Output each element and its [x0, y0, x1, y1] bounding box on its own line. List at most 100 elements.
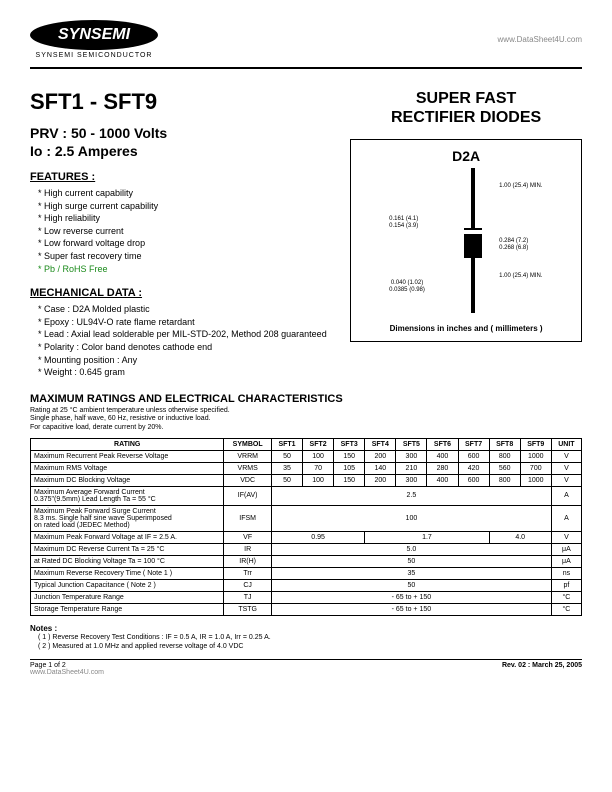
rating-unit: V — [551, 462, 581, 474]
rating-value: 140 — [365, 462, 396, 474]
rating-value: 1000 — [520, 474, 551, 486]
rating-unit: °C — [551, 603, 581, 615]
ratings-row: Maximum RMS VoltageVRMS35701051402102804… — [31, 462, 582, 474]
rating-label: Maximum DC Reverse Current Ta = 25 °C — [31, 543, 224, 555]
rating-value: 5.0 — [271, 543, 551, 555]
ratings-column-header: SYMBOL — [224, 438, 272, 450]
rating-value: 2.5 — [271, 486, 551, 505]
rating-value: 400 — [427, 450, 458, 462]
package-label: D2A — [359, 148, 573, 164]
ratings-column-header: SFT7 — [458, 438, 489, 450]
feature-item: Low forward voltage drop — [38, 237, 334, 250]
package-box: D2A 1.00 (25.4) MIN. 0.161 (4.1) 0.154 (… — [350, 139, 582, 342]
rating-value: 35 — [271, 567, 551, 579]
rating-symbol: TJ — [224, 591, 272, 603]
rating-value: 50 — [271, 474, 302, 486]
notes-heading: Notes : — [30, 624, 582, 633]
ratings-row: Maximum Average Forward Current 0.375"(9… — [31, 486, 582, 505]
rating-value: 100 — [303, 474, 334, 486]
rating-value: 800 — [489, 474, 520, 486]
rating-symbol: IR — [224, 543, 272, 555]
rating-value: 400 — [427, 474, 458, 486]
rating-value: 50 — [271, 579, 551, 591]
product-type-title: SUPER FAST RECTIFIER DIODES — [350, 89, 582, 127]
note-item: ( 2 ) Measured at 1.0 MHz and applied re… — [38, 642, 582, 651]
ratings-column-header: SFT5 — [396, 438, 427, 450]
rating-value: 35 — [271, 462, 302, 474]
rating-value: 420 — [458, 462, 489, 474]
ratings-column-header: SFT4 — [365, 438, 396, 450]
ratings-row: Typical Junction Capacitance ( Note 2 )C… — [31, 579, 582, 591]
note-item: ( 1 ) Reverse Recovery Test Conditions :… — [38, 633, 582, 642]
footer: Page 1 of 2 www.DataSheet4U.com Rev. 02 … — [30, 659, 582, 676]
rating-unit: pf — [551, 579, 581, 591]
header: SYNSEMI SYNSEMI SEMICONDUCTOR www.DataSh… — [30, 20, 582, 69]
ratings-column-header: SFT3 — [334, 438, 365, 450]
mechanical-item: Polarity : Color band denotes cathode en… — [38, 341, 334, 354]
rating-value: 0.95 — [271, 531, 364, 543]
ratings-heading: MAXIMUM RATINGS AND ELECTRICAL CHARACTER… — [30, 393, 582, 405]
rating-label: Maximum Recurrent Peak Reverse Voltage — [31, 450, 224, 462]
ratings-column-header: SFT2 — [303, 438, 334, 450]
ratings-column-header: RATING — [31, 438, 224, 450]
ratings-column-header: SFT8 — [489, 438, 520, 450]
dim-body-dia: 0.161 (4.1) 0.154 (3.9) — [389, 216, 418, 229]
ratings-sub3: For capacitive load, derate current by 2… — [30, 424, 163, 431]
logo-subtitle: SYNSEMI SEMICONDUCTOR — [30, 52, 158, 59]
rating-unit: μA — [551, 543, 581, 555]
ratings-subtext: Rating at 25 °C ambient temperature unle… — [30, 407, 582, 432]
ratings-row: Maximum DC Blocking VoltageVDC5010015020… — [31, 474, 582, 486]
rating-symbol: VRRM — [224, 450, 272, 462]
rating-label: Maximum Average Forward Current 0.375"(9… — [31, 486, 224, 505]
rating-unit: V — [551, 531, 581, 543]
ratings-row: at Rated DC Blocking Voltage Ta = 100 °C… — [31, 555, 582, 567]
rating-value: 150 — [334, 474, 365, 486]
rating-symbol: CJ — [224, 579, 272, 591]
page-number: Page 1 of 2 — [30, 662, 66, 669]
rating-symbol: IFSM — [224, 505, 272, 531]
mechanical-item: Epoxy : UL94V-O rate flame retardant — [38, 316, 334, 329]
rating-symbol: VRMS — [224, 462, 272, 474]
rating-value: 50 — [271, 450, 302, 462]
rating-value: 70 — [303, 462, 334, 474]
notes-list: ( 1 ) Reverse Recovery Test Conditions :… — [38, 633, 582, 651]
ratings-row: Maximum Reverse Recovery Time ( Note 1 )… — [31, 567, 582, 579]
logo: SYNSEMI — [30, 20, 158, 50]
rating-label: Typical Junction Capacitance ( Note 2 ) — [31, 579, 224, 591]
rating-value: 700 — [520, 462, 551, 474]
rating-symbol: IF(AV) — [224, 486, 272, 505]
dim-lead-dia: 0.040 (1.02) 0.0385 (0.98) — [389, 280, 425, 293]
ratings-column-header: SFT1 — [271, 438, 302, 450]
feature-item: High surge current capability — [38, 200, 334, 213]
rating-unit: V — [551, 450, 581, 462]
rating-value: 50 — [271, 555, 551, 567]
package-diagram: 1.00 (25.4) MIN. 0.161 (4.1) 0.154 (3.9)… — [359, 168, 573, 318]
ratings-row: Junction Temperature RangeTJ- 65 to + 15… — [31, 591, 582, 603]
revision-date: Rev. 02 : March 25, 2005 — [502, 662, 582, 676]
product-type-line2: RECTIFIER DIODES — [391, 109, 541, 126]
ratings-row: Storage Temperature RangeTSTG- 65 to + 1… — [31, 603, 582, 615]
rating-value: - 65 to + 150 — [271, 603, 551, 615]
diode-lead-bot — [471, 258, 475, 313]
rating-unit: ns — [551, 567, 581, 579]
rating-value: 4.0 — [489, 531, 551, 543]
rating-label: Junction Temperature Range — [31, 591, 224, 603]
rating-value: 800 — [489, 450, 520, 462]
rating-unit: A — [551, 505, 581, 531]
rating-symbol: IR(H) — [224, 555, 272, 567]
feature-rohs: Pb / RoHS Free — [38, 263, 334, 276]
rating-value: 300 — [396, 474, 427, 486]
rating-value: 105 — [334, 462, 365, 474]
dim-lead-top: 1.00 (25.4) MIN. — [499, 183, 542, 190]
rating-symbol: TSTG — [224, 603, 272, 615]
rating-value: 600 — [458, 474, 489, 486]
rating-unit: μA — [551, 555, 581, 567]
ratings-table: RATINGSYMBOLSFT1SFT2SFT3SFT4SFT5SFT6SFT7… — [30, 438, 582, 616]
rating-value: 200 — [365, 474, 396, 486]
ratings-row: Maximum Recurrent Peak Reverse VoltageVR… — [31, 450, 582, 462]
diode-lead-top — [471, 168, 475, 228]
rating-value: 560 — [489, 462, 520, 474]
rating-value: 150 — [334, 450, 365, 462]
rating-value: - 65 to + 150 — [271, 591, 551, 603]
rating-label: Maximum Reverse Recovery Time ( Note 1 ) — [31, 567, 224, 579]
